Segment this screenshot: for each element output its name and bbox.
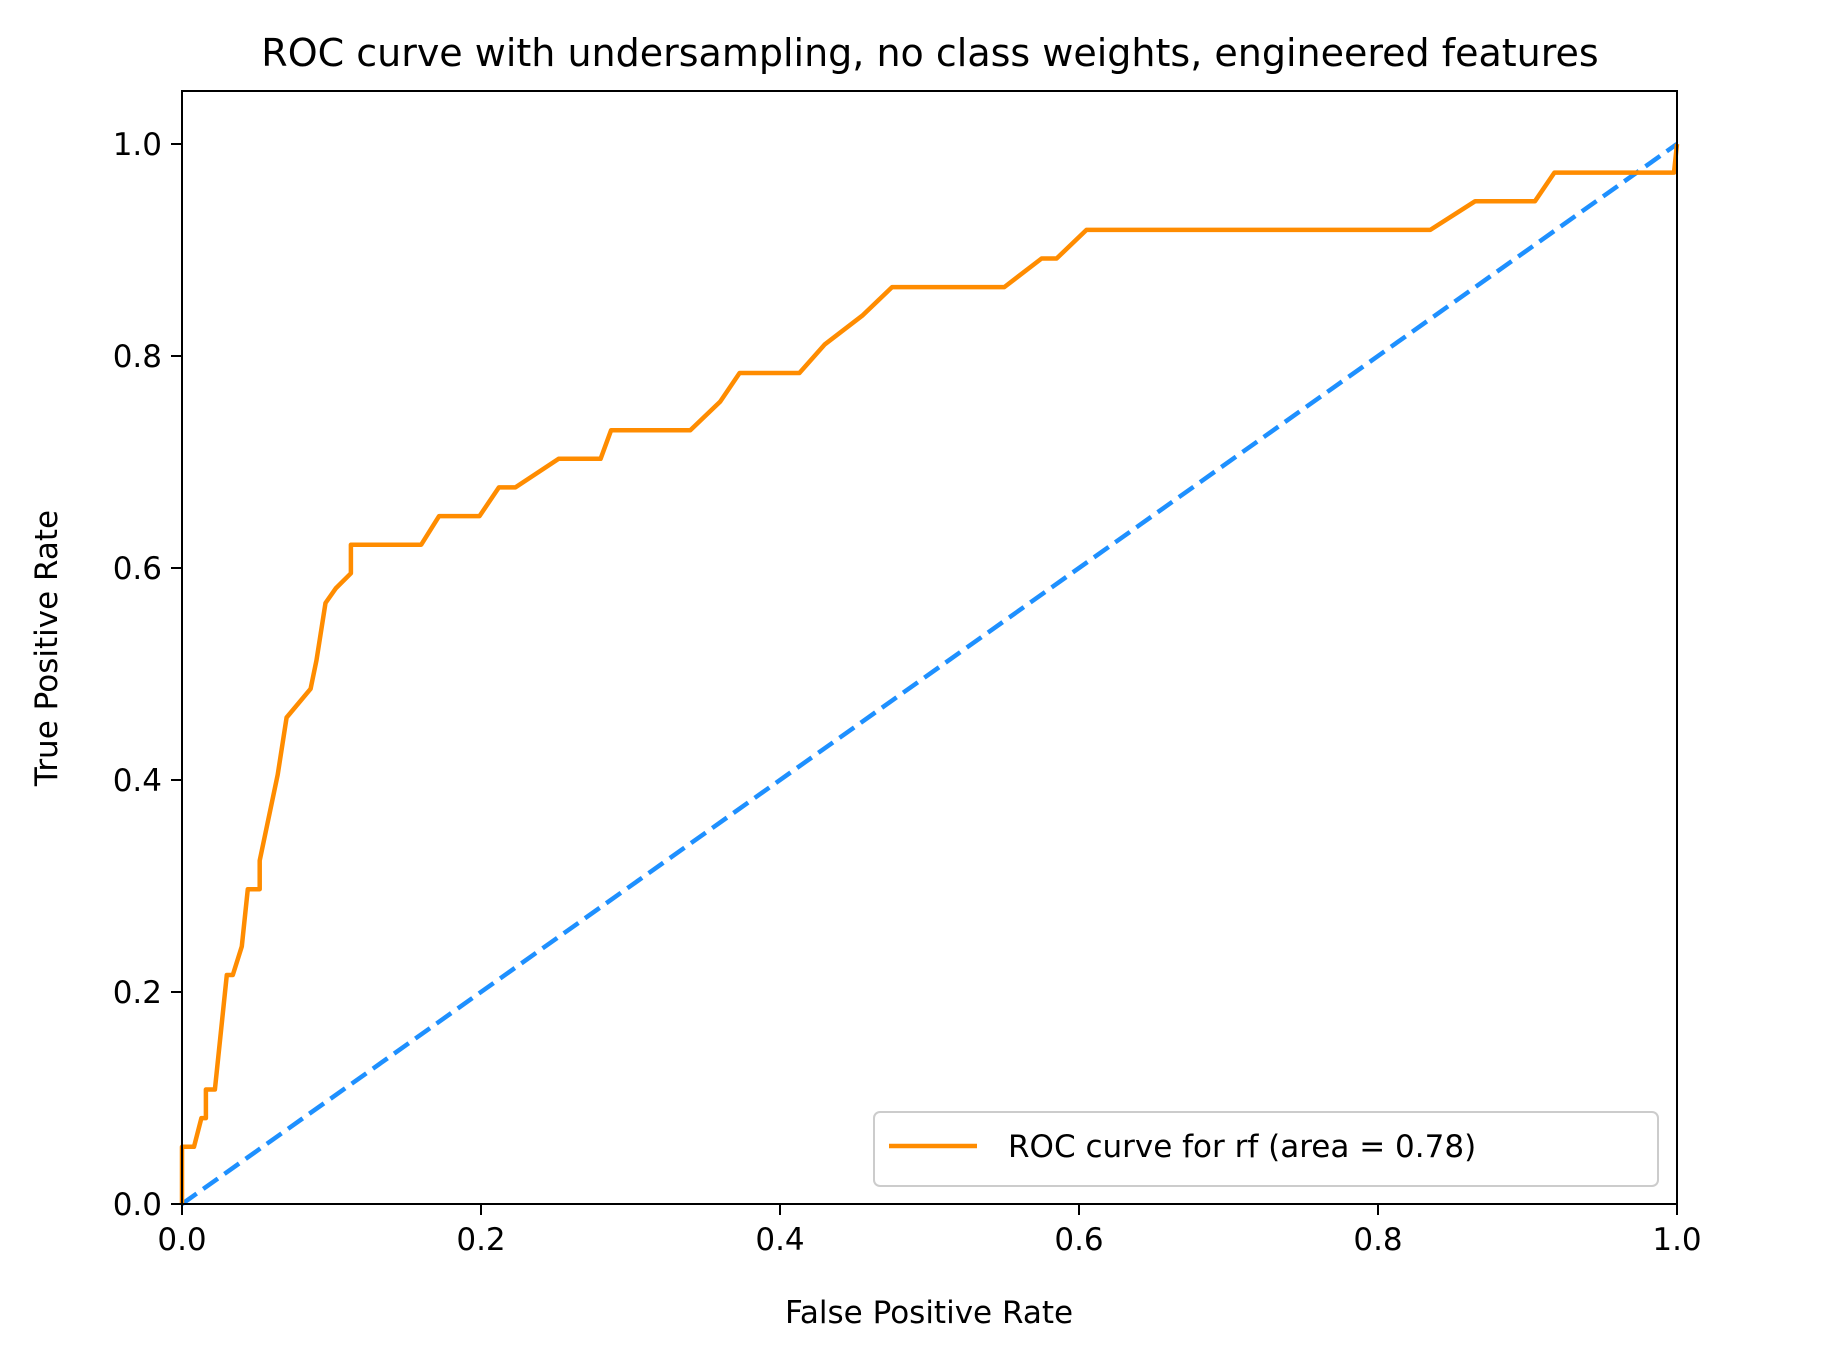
y-tick-label: 0.6 xyxy=(113,551,162,587)
x-axis-ticks: 0.0 0.2 0.4 0.6 0.8 1.0 xyxy=(157,1204,1702,1258)
y-tick-label: 0.8 xyxy=(113,339,162,375)
x-tick-label: 0.2 xyxy=(456,1222,505,1258)
plot-frame xyxy=(181,90,1678,1205)
y-axis-label: True Positive Rate xyxy=(29,510,65,787)
chart-title: ROC curve with undersampling, no class w… xyxy=(261,31,1598,75)
y-tick-label: 1.0 xyxy=(113,127,162,163)
y-tick-label: 0.4 xyxy=(113,763,162,799)
x-tick-label: 0.8 xyxy=(1353,1222,1402,1258)
x-tick-label: 1.0 xyxy=(1652,1222,1701,1258)
x-tick-label: 0.4 xyxy=(755,1222,804,1258)
y-axis-ticks: 0.0 0.2 0.4 0.6 0.8 1.0 xyxy=(113,127,182,1223)
legend: ROC curve for rf (area = 0.78) xyxy=(873,1111,1659,1187)
y-tick-label: 0.2 xyxy=(113,975,162,1011)
x-axis-label: False Positive Rate xyxy=(785,1295,1073,1331)
roc-curve-line xyxy=(179,143,1680,1204)
y-tick-label: 0.0 xyxy=(113,1187,162,1223)
x-tick-label: 0.6 xyxy=(1054,1222,1103,1258)
legend-label-roc: ROC curve for rf (area = 0.78) xyxy=(1008,1129,1476,1165)
legend-box xyxy=(873,1111,1659,1187)
plot-area: 0.0 0.2 0.4 0.6 0.8 1.0 0.0 0.2 0.4 0.6 0.8 1.0 xyxy=(113,90,1702,1258)
series-layer xyxy=(179,142,1680,1206)
x-tick-label: 0.0 xyxy=(157,1222,206,1258)
chance-diagonal-line xyxy=(180,142,1679,1206)
